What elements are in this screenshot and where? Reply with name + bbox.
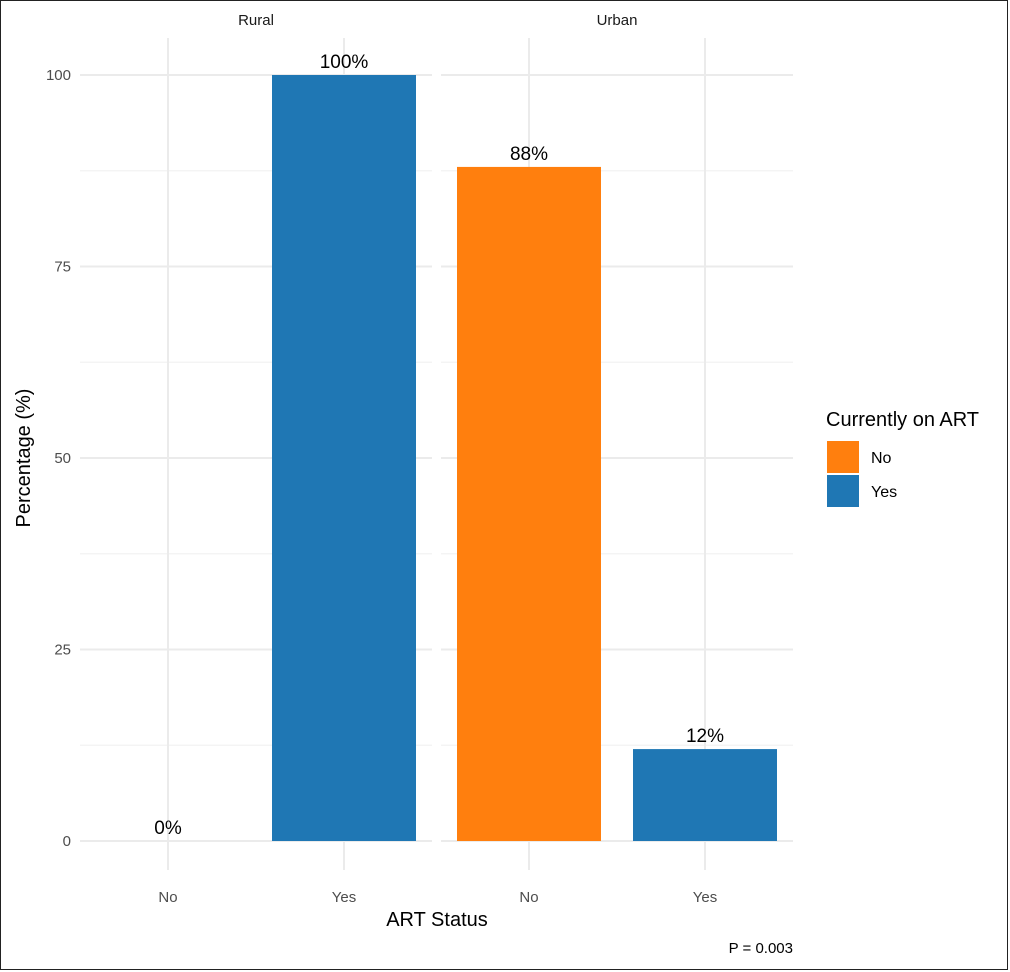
y-tick-label: 25 xyxy=(54,642,71,659)
labels: 0 25 50 75 100 Rural 0% No 100% Yes Urban 88% No 12% Y… xyxy=(46,12,724,906)
y-tick-label: 50 xyxy=(54,450,71,467)
facet-title-rural: Rural xyxy=(238,12,274,29)
data-label: 88% xyxy=(510,144,548,165)
legend-title: Currently on ART xyxy=(826,409,979,431)
bar-rural-yes xyxy=(272,75,416,841)
bar-urban-yes xyxy=(633,749,777,841)
p-value-annotation: P = 0.003 xyxy=(729,940,793,957)
y-tick-label: 0 xyxy=(63,833,71,850)
x-tick-label: No xyxy=(519,889,538,906)
y-tick-label: 100 xyxy=(46,67,71,84)
legend-swatch-yes xyxy=(827,475,859,507)
facet-title-urban: Urban xyxy=(597,12,638,29)
legend-swatch-no xyxy=(827,441,859,473)
data-label: 0% xyxy=(154,818,182,839)
bars xyxy=(272,75,777,842)
x-tick-label: No xyxy=(158,889,177,906)
legend-label-no: No xyxy=(871,450,892,467)
x-tick-label: Yes xyxy=(332,889,356,906)
x-axis-title: ART Status xyxy=(386,909,488,931)
bar-urban-no xyxy=(457,166,601,842)
data-label: 12% xyxy=(686,726,724,747)
data-label: 100% xyxy=(320,52,369,73)
x-tick-label: Yes xyxy=(693,889,717,906)
legend-label-yes: Yes xyxy=(871,484,897,501)
y-tick-label: 75 xyxy=(54,259,71,276)
y-axis-title: Percentage (%) xyxy=(13,389,35,528)
